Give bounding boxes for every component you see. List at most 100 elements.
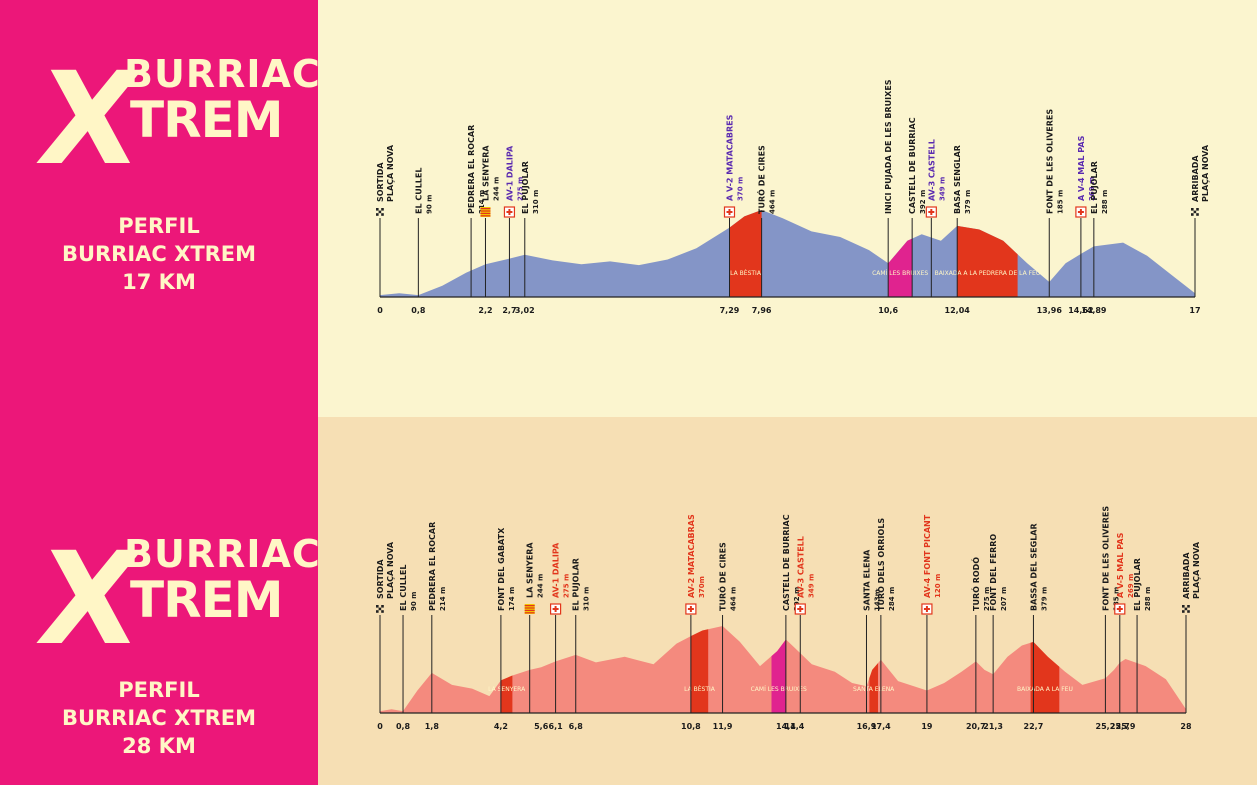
finish-flag-icon xyxy=(1182,605,1190,613)
marker-altitude: 120 m xyxy=(934,574,942,598)
marker-name: AV-1 DALIPA xyxy=(505,145,514,201)
title-line: PERFIL xyxy=(118,214,200,238)
elevation-area xyxy=(380,210,1195,297)
marker-altitude: 244 m xyxy=(492,177,500,201)
flag-square xyxy=(381,208,384,211)
marker-altitude: 370 m xyxy=(736,177,744,201)
x-tick-label: 25,2 xyxy=(1096,722,1116,731)
senyera-stripe xyxy=(524,607,535,609)
senyera-stripe xyxy=(524,609,535,611)
marker-name: BASSA DEL SEGLAR xyxy=(1029,523,1038,611)
logo-28: X BURRIAC TREM xyxy=(22,525,320,674)
marker-name: EL CULLEL xyxy=(414,168,423,214)
marker-name: LA SENYERA xyxy=(481,145,490,201)
logo-17: X BURRIAC TREM xyxy=(22,45,320,194)
senyera-bg xyxy=(480,207,491,217)
logo-trem: TREM xyxy=(130,91,284,149)
segment-area xyxy=(500,675,513,713)
flag-square xyxy=(1191,208,1194,211)
marker-name: LA SENYERA xyxy=(526,542,535,598)
segment-area xyxy=(888,238,913,297)
x-tick-label: 14,1 xyxy=(776,722,796,731)
x-tick-label: 25,7 xyxy=(1110,722,1130,731)
elevation-chart-28: LA SENYERA LA BÈSTIA CAMÍ LES BRUIXES SANTA… xyxy=(376,506,1201,731)
marker-altitude: 90 m xyxy=(410,592,418,611)
x-tick-label: 20,7 xyxy=(966,722,986,731)
marker-altitude: 275 m xyxy=(983,587,991,611)
marker-name: TURÓ DE CIRES xyxy=(756,145,767,214)
aid-station-icon xyxy=(723,206,736,218)
segment-label: CAMÍ LES BRUIXES xyxy=(872,270,928,277)
logo-burriac: BURRIAC xyxy=(124,532,321,576)
segment-area xyxy=(957,225,1018,297)
marker-altitude: 464 m xyxy=(769,190,777,214)
marker-name-2: PLAÇA NOVA xyxy=(386,541,395,599)
aid-cross-h xyxy=(506,211,513,213)
finish-flag-icon xyxy=(376,605,384,613)
x-tick-label: 6,8 xyxy=(569,722,584,731)
aid-station-icon xyxy=(503,206,516,218)
chart-panel-17: LA BÈSTIA CAMÍ LES BRUIXES BAIXADA A LA PE… xyxy=(318,0,1257,417)
aid-station-icon xyxy=(685,603,697,615)
x-tick-label: 17 xyxy=(1189,306,1200,315)
marker-altitude: 269 m xyxy=(1127,574,1135,598)
title-line: 17 KM xyxy=(122,270,196,294)
senyera-stripe xyxy=(480,210,491,212)
flag-square xyxy=(1182,605,1185,608)
senyera-flag-icon xyxy=(480,207,491,217)
aid-station-icon xyxy=(921,603,933,615)
marker-altitude: 310 m xyxy=(583,587,591,611)
profile-title-17: PERFIL BURRIAC XTREM 17 KM xyxy=(0,212,318,296)
marker-name-2: PLAÇA NOVA xyxy=(1192,541,1201,599)
x-tick-label: 0,8 xyxy=(396,722,411,731)
aid-cross-h xyxy=(552,608,559,610)
aid-cross-h xyxy=(1116,608,1123,610)
marker-name: CASTELL DE BURRIAC xyxy=(908,117,917,214)
marker-altitude: 143m xyxy=(873,589,881,611)
marker-altitude: 269 m xyxy=(1088,177,1096,201)
aid-cross-h xyxy=(1077,211,1084,213)
x-tick-label: 3,02 xyxy=(515,306,535,315)
marker-name: ARRIBADA xyxy=(1182,552,1191,599)
x-tick-label: 19 xyxy=(921,722,933,731)
aid-cross-h xyxy=(687,608,694,610)
aid-station-icon xyxy=(794,603,806,615)
marker-name: AV-2 MATACABRAS xyxy=(687,514,696,598)
marker-altitude: 370m xyxy=(698,576,706,598)
marker-name: A V-5 MAL PAS xyxy=(1116,532,1125,598)
senyera-stripe xyxy=(480,215,491,217)
marker-altitude: 185 m xyxy=(1112,587,1120,611)
senyera-stripe xyxy=(524,612,535,614)
marker-altitude: 214 m xyxy=(439,587,447,611)
marker-name: TURÓ DE CIRES xyxy=(717,542,728,611)
x-tick-label: 0 xyxy=(377,722,383,731)
senyera-flag-icon xyxy=(524,604,535,614)
segment-label: LA BÈSTIA xyxy=(730,269,762,277)
aid-cross-h xyxy=(928,211,935,213)
marker-name: CASTELL DE BURRIAC xyxy=(782,514,791,611)
marker-name: FONT DEL FERRO xyxy=(989,534,998,611)
marker-name: FONT DEL GABATX xyxy=(497,527,506,611)
x-tick-label: 6,1 xyxy=(549,722,564,731)
marker-altitude: 214 m xyxy=(478,190,486,214)
marker-altitude: 275 m xyxy=(516,177,524,201)
marker-altitude: 392 m xyxy=(793,587,801,611)
marker-altitude: 275 m xyxy=(563,574,571,598)
senyera-bg xyxy=(524,604,535,614)
segment-label: LA SENYERA xyxy=(488,686,526,693)
profile-title-28: PERFIL BURRIAC XTREM 28 KM xyxy=(0,676,318,760)
marker-name: PEDRERA EL ROCAR xyxy=(467,125,476,214)
marker-name: A V-4 MAL PAS xyxy=(1077,135,1086,201)
flag-square xyxy=(376,208,379,211)
flag-square xyxy=(1196,208,1199,211)
flag-square xyxy=(1182,610,1185,613)
flag-square xyxy=(1191,213,1194,216)
marker-altitude: 90 m xyxy=(425,195,433,214)
segment-label: BAIXADA A LA FEU xyxy=(1017,686,1073,693)
flag-square xyxy=(1193,210,1197,214)
x-tick-label: 7,96 xyxy=(752,306,772,315)
elevation-chart-17: LA BÈSTIA CAMÍ LES BRUIXES BAIXADA A LA PE… xyxy=(376,79,1210,315)
flag-square xyxy=(1187,605,1190,608)
marker-altitude: 349 m xyxy=(938,177,946,201)
x-tick-label: 12,04 xyxy=(945,306,971,315)
